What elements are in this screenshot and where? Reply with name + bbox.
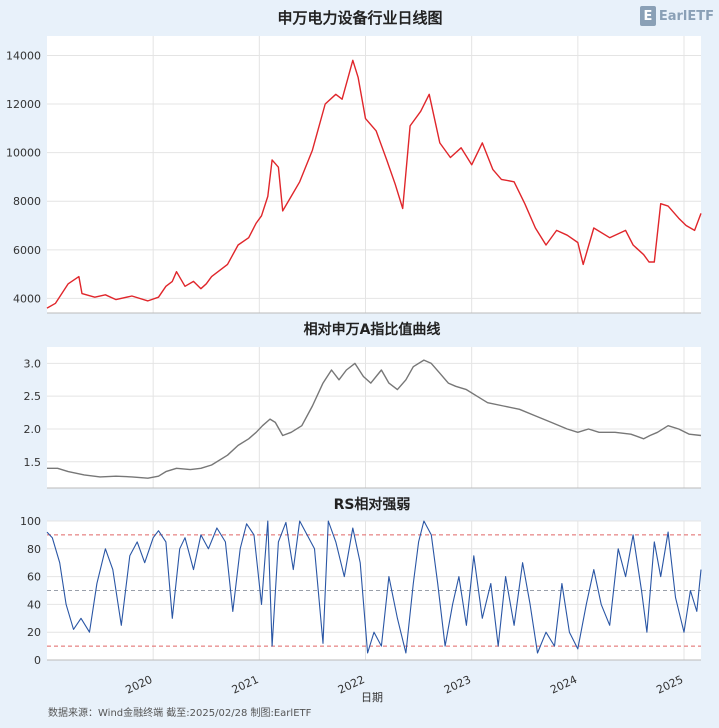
- ratio-ytick-label: 2.0: [24, 423, 42, 436]
- rs-ytick-label: 60: [27, 571, 41, 584]
- price-ytick-label: 6000: [13, 244, 41, 257]
- price-series-line: [46, 59, 702, 309]
- x-tick-label: 2021: [230, 673, 261, 697]
- ratio-ytick-label: 2.5: [24, 390, 42, 403]
- price-ytick-label: 4000: [13, 292, 41, 305]
- rs-ytick-label: 80: [27, 543, 41, 556]
- price-plot-area: [47, 36, 701, 313]
- price-chart-panel: 申万电力设备行业日线图 4000 6000 8000 10000 12000 14000: [6, 9, 702, 314]
- rs-ytick-label: 100: [20, 515, 41, 528]
- x-axis: 日期 2020 2021 2022 2023 2024 2025: [124, 673, 686, 704]
- x-tick-label: 2024: [548, 673, 579, 697]
- x-tick-label: 2025: [654, 673, 685, 697]
- earletf-logo: E EarlETF: [640, 6, 714, 26]
- rs-ytick-label: 20: [27, 626, 41, 639]
- rs-series-line: [46, 520, 702, 654]
- ratio-ytick-label: 3.0: [24, 357, 42, 370]
- x-axis-label: 日期: [361, 691, 383, 704]
- ratio-plot-area: [47, 347, 701, 488]
- x-tick-label: 2023: [442, 673, 473, 697]
- price-ytick-label: 14000: [6, 49, 41, 62]
- ratio-chart-panel: 相对申万A指比值曲线 1.5 2.0 2.5 3.0: [24, 321, 702, 489]
- price-ytick-label: 10000: [6, 147, 41, 160]
- ratio-chart-title: 相对申万A指比值曲线: [304, 321, 441, 338]
- logo-text: EarlETF: [658, 8, 714, 24]
- ratio-ytick-label: 1.5: [24, 456, 42, 469]
- ratio-series-line: [47, 359, 702, 479]
- rs-ytick-label: 40: [27, 598, 41, 611]
- logo-mark: E: [640, 6, 656, 26]
- footer-source-note: 数据来源：Wind金融终端 截至:2025/02/28 制图:EarlETF: [48, 706, 312, 719]
- rs-ytick-label: 0: [34, 654, 41, 667]
- price-ytick-label: 8000: [13, 195, 41, 208]
- rs-chart-panel: RS相对强弱 0 20 40 60 80 100: [20, 496, 702, 667]
- price-chart-title: 申万电力设备行业日线图: [277, 9, 442, 27]
- price-ytick-label: 12000: [6, 98, 41, 111]
- x-tick-label: 2020: [124, 673, 155, 697]
- rs-chart-title: RS相对强弱: [334, 496, 411, 513]
